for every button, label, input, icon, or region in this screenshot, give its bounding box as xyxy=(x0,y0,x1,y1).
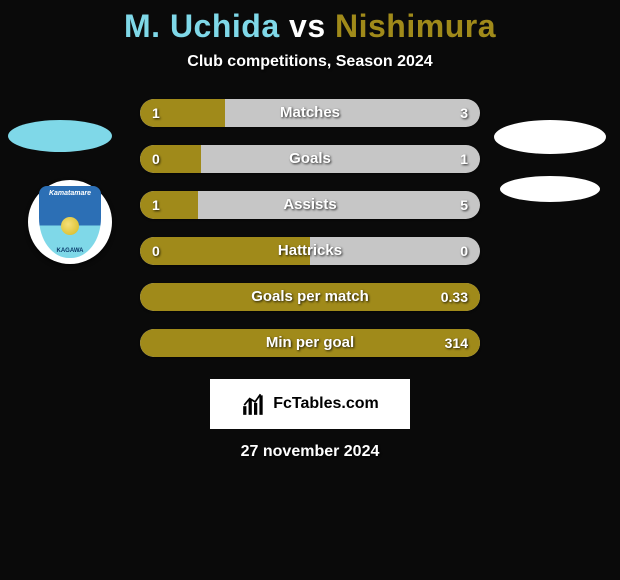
club-bottom-text: KAGAWA xyxy=(57,248,84,254)
subtitle: Club competitions, Season 2024 xyxy=(0,53,620,71)
stat-value-left: 0 xyxy=(152,145,160,173)
club-ball-icon xyxy=(61,217,79,235)
stat-value-left: 1 xyxy=(152,191,160,219)
stat-label: Min per goal xyxy=(140,329,480,357)
bars-icon xyxy=(241,391,267,417)
vs-text: vs xyxy=(289,8,326,44)
date-text: 27 november 2024 xyxy=(0,443,620,461)
player2-name: Nishimura xyxy=(335,8,496,44)
stat-label: Hattricks xyxy=(140,237,480,265)
stat-rows: Matches13Goals01Assists15Hattricks00Goal… xyxy=(140,99,480,357)
stat-row: Hattricks0 0 xyxy=(140,237,480,265)
stat-value-left: 0 xyxy=(152,237,160,265)
stat-row: Matches1 3 xyxy=(140,99,480,127)
footer-brand-badge: FcTables.com xyxy=(210,379,410,429)
stat-label: Assists xyxy=(140,191,480,219)
comparison-title: M. Uchida vs Nishimura xyxy=(0,0,620,45)
decorative-ellipse xyxy=(8,120,112,152)
stat-value-right: 1 xyxy=(460,145,468,173)
club-top-text: Kamatamare xyxy=(49,190,91,197)
stat-label: Matches xyxy=(140,99,480,127)
stat-value-left: 1 xyxy=(152,99,160,127)
decorative-ellipse xyxy=(500,176,600,202)
stat-value-right: 3 xyxy=(460,99,468,127)
stat-label: Goals per match xyxy=(140,283,480,311)
stat-value-right: 5 xyxy=(460,191,468,219)
stat-row: Goals per match0.33 xyxy=(140,283,480,311)
stat-row: Goals0 1 xyxy=(140,145,480,173)
footer-brand-text: FcTables.com xyxy=(273,395,379,413)
stat-row: Min per goal314 xyxy=(140,329,480,357)
stat-row: Assists1 5 xyxy=(140,191,480,219)
decorative-ellipse xyxy=(494,120,606,154)
club-shield: Kamatamare KAGAWA xyxy=(39,186,101,258)
stat-value-right: 0 xyxy=(460,237,468,265)
stat-value-right: 0.33 xyxy=(441,283,468,311)
player1-name: M. Uchida xyxy=(124,8,280,44)
club-badge: Kamatamare KAGAWA xyxy=(28,180,112,264)
stat-label: Goals xyxy=(140,145,480,173)
stat-value-right: 314 xyxy=(445,329,468,357)
